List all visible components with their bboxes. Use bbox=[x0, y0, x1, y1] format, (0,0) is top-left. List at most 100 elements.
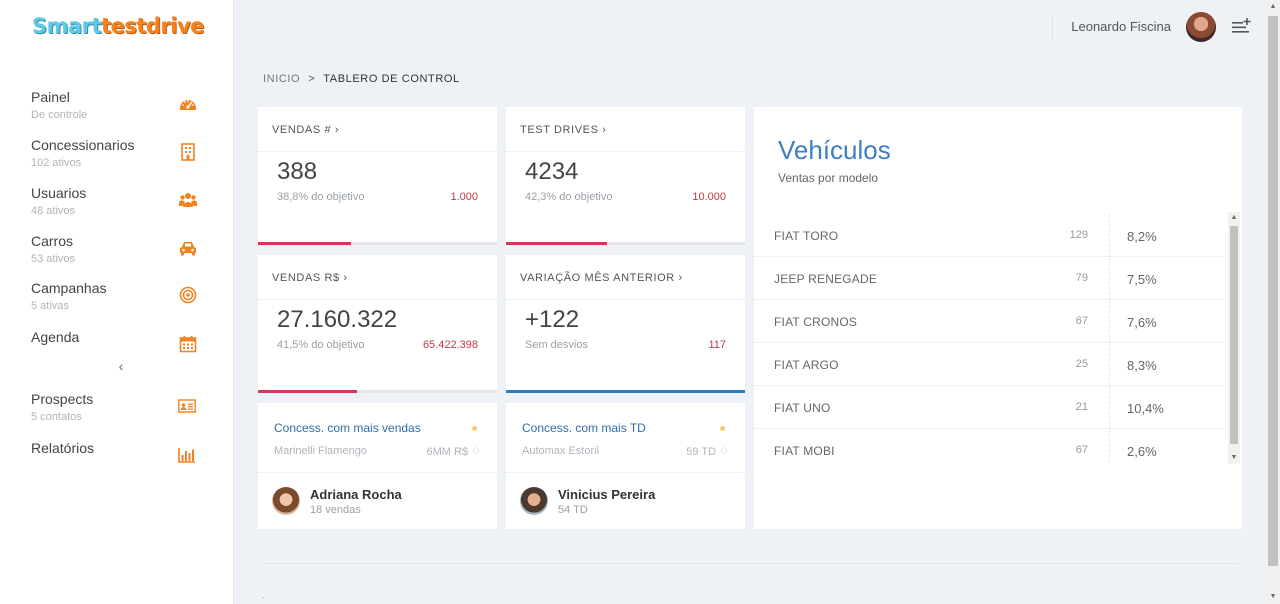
table-row[interactable]: JEEP RENEGADE 79 7,5% bbox=[754, 257, 1224, 300]
vehicle-count: 21 bbox=[1075, 401, 1088, 413]
card-test-drives: TEST DRIVES › 4234 42,3% do objetivo 10.… bbox=[506, 107, 745, 245]
card-title-link[interactable]: VARIAÇÃO MÊS ANTERIOR › bbox=[520, 272, 683, 284]
users-icon bbox=[179, 193, 197, 207]
card-value: 27.160.322 bbox=[277, 306, 398, 333]
sidebar-item-carros[interactable]: Carros 53 ativos bbox=[31, 233, 201, 273]
star-dot-icon bbox=[720, 426, 725, 431]
vehicles-table: FIAT TORO 129 8,2% JEEP RENEGADE 79 7,5%… bbox=[754, 214, 1224, 464]
bar-chart-icon bbox=[178, 448, 195, 463]
vehicles-title: Vehículos bbox=[778, 135, 891, 165]
column-divider bbox=[1109, 386, 1110, 429]
top-dealer-title[interactable]: Concess. com mais TD bbox=[522, 421, 646, 435]
card-header: VARIAÇÃO MÊS ANTERIOR › bbox=[506, 255, 745, 300]
chevron-right-icon: › bbox=[334, 124, 340, 136]
diamond-icon: ♢ bbox=[471, 446, 481, 458]
card-title-link[interactable]: VENDAS # › bbox=[272, 124, 339, 136]
vehicle-model: FIAT TORO bbox=[774, 229, 839, 243]
card-title-text: VENDAS # bbox=[272, 124, 332, 136]
target-icon bbox=[179, 286, 197, 304]
top-seller-card[interactable]: Adriana Rocha 18 vendas bbox=[258, 473, 497, 529]
vehicle-count: 67 bbox=[1075, 315, 1088, 327]
building-icon bbox=[181, 143, 195, 161]
page-scroll-down-arrow-icon[interactable]: ▼ bbox=[1269, 593, 1277, 600]
progress-fill bbox=[506, 242, 608, 245]
vehicle-count: 79 bbox=[1075, 272, 1088, 284]
logo-part-2: testdrive bbox=[101, 14, 204, 38]
sidebar-item-sub: 102 ativos bbox=[31, 157, 82, 169]
progress-bar bbox=[506, 242, 745, 245]
sidebar-item-usuarios[interactable]: Usuarios 48 ativos bbox=[31, 185, 201, 225]
chevron-right-icon: › bbox=[602, 124, 607, 136]
person-sub: 54 TD bbox=[558, 504, 588, 516]
card-title-link[interactable]: TEST DRIVES › bbox=[520, 124, 606, 136]
top-dealer-metric: 59 TD ♢ bbox=[686, 445, 729, 458]
sidebar-item-concessionarios[interactable]: Concessionarios 102 ativos bbox=[31, 137, 201, 177]
person-name: Adriana Rocha bbox=[310, 487, 402, 502]
vehicle-pct: 8,3% bbox=[1127, 358, 1157, 373]
sidebar-item-label: Campanhas bbox=[31, 280, 107, 296]
progress-bar bbox=[506, 390, 745, 393]
top-td-card[interactable]: Vinicius Pereira 54 TD bbox=[506, 473, 745, 529]
menu-add-icon[interactable] bbox=[1231, 17, 1251, 37]
sidebar-item-campanhas[interactable]: Campanhas 5 ativas bbox=[31, 280, 201, 320]
sidebar-item-label: Concessionarios bbox=[31, 137, 135, 153]
breadcrumb-home[interactable]: INICIO bbox=[263, 73, 301, 85]
table-scrollbar[interactable]: ▲ ▼ bbox=[1228, 212, 1240, 464]
vehicles-subtitle: Ventas por modelo bbox=[778, 171, 879, 185]
card-header: VENDAS # › bbox=[258, 107, 497, 152]
progress-bar bbox=[258, 390, 497, 393]
progress-fill bbox=[258, 242, 351, 245]
sidebar-item-label: Painel bbox=[31, 89, 70, 105]
chevron-right-icon: › bbox=[678, 272, 683, 284]
dashboard-gauge-icon bbox=[180, 100, 196, 110]
person-name: Vinicius Pereira bbox=[558, 487, 656, 502]
card-sub: 41,5% do objetivo bbox=[277, 339, 365, 351]
user-avatar[interactable] bbox=[1186, 12, 1216, 42]
vehicle-pct: 7,5% bbox=[1127, 272, 1157, 287]
card-title-link[interactable]: VENDAS R$ › bbox=[272, 272, 348, 284]
scroll-up-arrow-icon[interactable]: ▲ bbox=[1230, 214, 1238, 221]
sidebar-item-label: Prospects bbox=[31, 391, 94, 407]
sidebar-item-agenda[interactable]: Agenda bbox=[31, 329, 201, 369]
logo[interactable]: Smarttestdrive bbox=[32, 14, 204, 38]
scroll-down-arrow-icon[interactable]: ▼ bbox=[1230, 454, 1238, 461]
vehicles-panel: Vehículos Ventas por modelo FIAT TORO 12… bbox=[754, 107, 1242, 529]
avatar bbox=[520, 487, 548, 515]
avatar bbox=[272, 487, 300, 515]
sidebar-item-sub: 48 ativos bbox=[31, 205, 76, 217]
top-dealer-title[interactable]: Concess. com mais vendas bbox=[274, 421, 421, 435]
sidebar-item-relatorios[interactable]: Relatórios bbox=[31, 440, 201, 480]
car-icon bbox=[180, 242, 196, 256]
top-dealer-sales-card: Concess. com mais vendas Marinelli Flame… bbox=[258, 403, 497, 472]
footer-mark: . bbox=[262, 590, 265, 600]
card-sub: 38,8% do objetivo bbox=[277, 191, 365, 203]
sidebar-item-label: Relatórios bbox=[31, 440, 95, 456]
card-value: 4234 bbox=[525, 158, 579, 185]
page-scrollbar[interactable]: ▲ ▼ bbox=[1266, 0, 1280, 604]
table-row[interactable]: FIAT ARGO 25 8,3% bbox=[754, 343, 1224, 386]
page-scroll-thumb[interactable] bbox=[1268, 16, 1278, 566]
vehicle-model: JEEP RENEGADE bbox=[774, 272, 878, 286]
vehicle-count: 25 bbox=[1075, 358, 1088, 370]
card-title-text: TEST DRIVES bbox=[520, 124, 599, 136]
sidebar-collapse-button[interactable]: ‹ bbox=[118, 358, 124, 374]
column-divider bbox=[1109, 343, 1110, 386]
top-dealer-td-card: Concess. com mais TD Automax Estoril 59 … bbox=[506, 403, 745, 472]
sidebar-item-label: Carros bbox=[31, 233, 74, 249]
table-row[interactable]: FIAT CRONOS 67 7,6% bbox=[754, 300, 1224, 343]
user-name[interactable]: Leonardo Fiscina bbox=[1071, 19, 1171, 34]
scroll-thumb[interactable] bbox=[1230, 226, 1238, 444]
sidebar-item-painel[interactable]: Painel De controle bbox=[31, 89, 201, 129]
table-row[interactable]: FIAT UNO 21 10,4% bbox=[754, 386, 1224, 429]
vehicle-model: FIAT ARGO bbox=[774, 358, 839, 372]
table-row[interactable]: FIAT TORO 129 8,2% bbox=[754, 214, 1224, 257]
sidebar-item-prospects[interactable]: Prospects 5 contatos bbox=[31, 391, 201, 431]
metric-text: 6MM R$ bbox=[426, 446, 469, 458]
vehicle-count: 67 bbox=[1075, 444, 1088, 456]
vehicle-model: FIAT CRONOS bbox=[774, 315, 858, 329]
card-header: TEST DRIVES › bbox=[506, 107, 745, 152]
vehicle-pct: 7,6% bbox=[1127, 315, 1157, 330]
progress-bar bbox=[258, 242, 497, 245]
page-scroll-up-arrow-icon[interactable]: ▲ bbox=[1269, 3, 1277, 10]
table-row[interactable]: FIAT MOBI 67 2,6% bbox=[754, 429, 1224, 464]
